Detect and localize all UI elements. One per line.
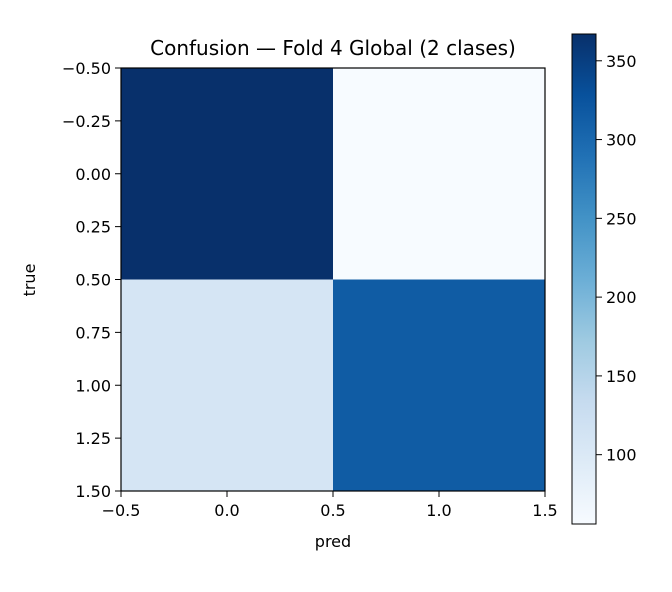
colorbar-ticks: 100 150 200 250 300 350 (596, 52, 637, 465)
y-tick-label: 0.25 (75, 218, 111, 237)
y-tick-label: −0.25 (62, 112, 111, 131)
heatmap-cells (121, 68, 545, 491)
colorbar-tick-label: 350 (606, 52, 637, 71)
chart-title: Confusion — Fold 4 Global (2 clases) (150, 36, 516, 60)
y-tick-label: 0.75 (75, 323, 111, 342)
x-tick-label: 1.0 (426, 501, 451, 520)
colorbar-tick-label: 300 (606, 131, 637, 150)
y-tick-label: 1.25 (75, 429, 111, 448)
y-tick-label: 1.00 (75, 376, 111, 395)
colorbar-frame (571, 33, 597, 525)
colorbar-tick-label: 150 (606, 367, 637, 386)
heatmap-cell-1-1 (333, 279, 545, 491)
x-axis-ticks: −0.5 0.0 0.5 1.0 1.5 (102, 491, 558, 520)
x-axis-label: pred (315, 532, 351, 551)
y-tick-label: 0.50 (75, 271, 111, 290)
y-tick-label: 0.00 (75, 165, 111, 184)
colorbar: 100 150 200 250 300 350 (571, 33, 637, 525)
x-tick-label: 0.5 (320, 501, 345, 520)
x-tick-label: 0.0 (214, 501, 239, 520)
y-tick-label: −0.50 (62, 59, 111, 78)
x-tick-label: −0.5 (102, 501, 141, 520)
y-tick-label: 1.50 (75, 482, 111, 501)
y-axis-label: true (20, 264, 39, 297)
heatmap-cell-1-0 (121, 279, 333, 491)
colorbar-tick-label: 200 (606, 288, 637, 307)
colorbar-tick-label: 250 (606, 209, 637, 228)
heatmap-cell-0-0 (121, 68, 333, 280)
heatmap-cell-0-1 (333, 68, 545, 280)
x-tick-label: 1.5 (532, 501, 557, 520)
colorbar-gradient (572, 34, 596, 524)
y-axis-ticks: −0.50 −0.25 0.00 0.25 0.50 0.75 1.00 1.25 1.50 (62, 59, 121, 501)
colorbar-tick-label: 100 (606, 446, 637, 465)
